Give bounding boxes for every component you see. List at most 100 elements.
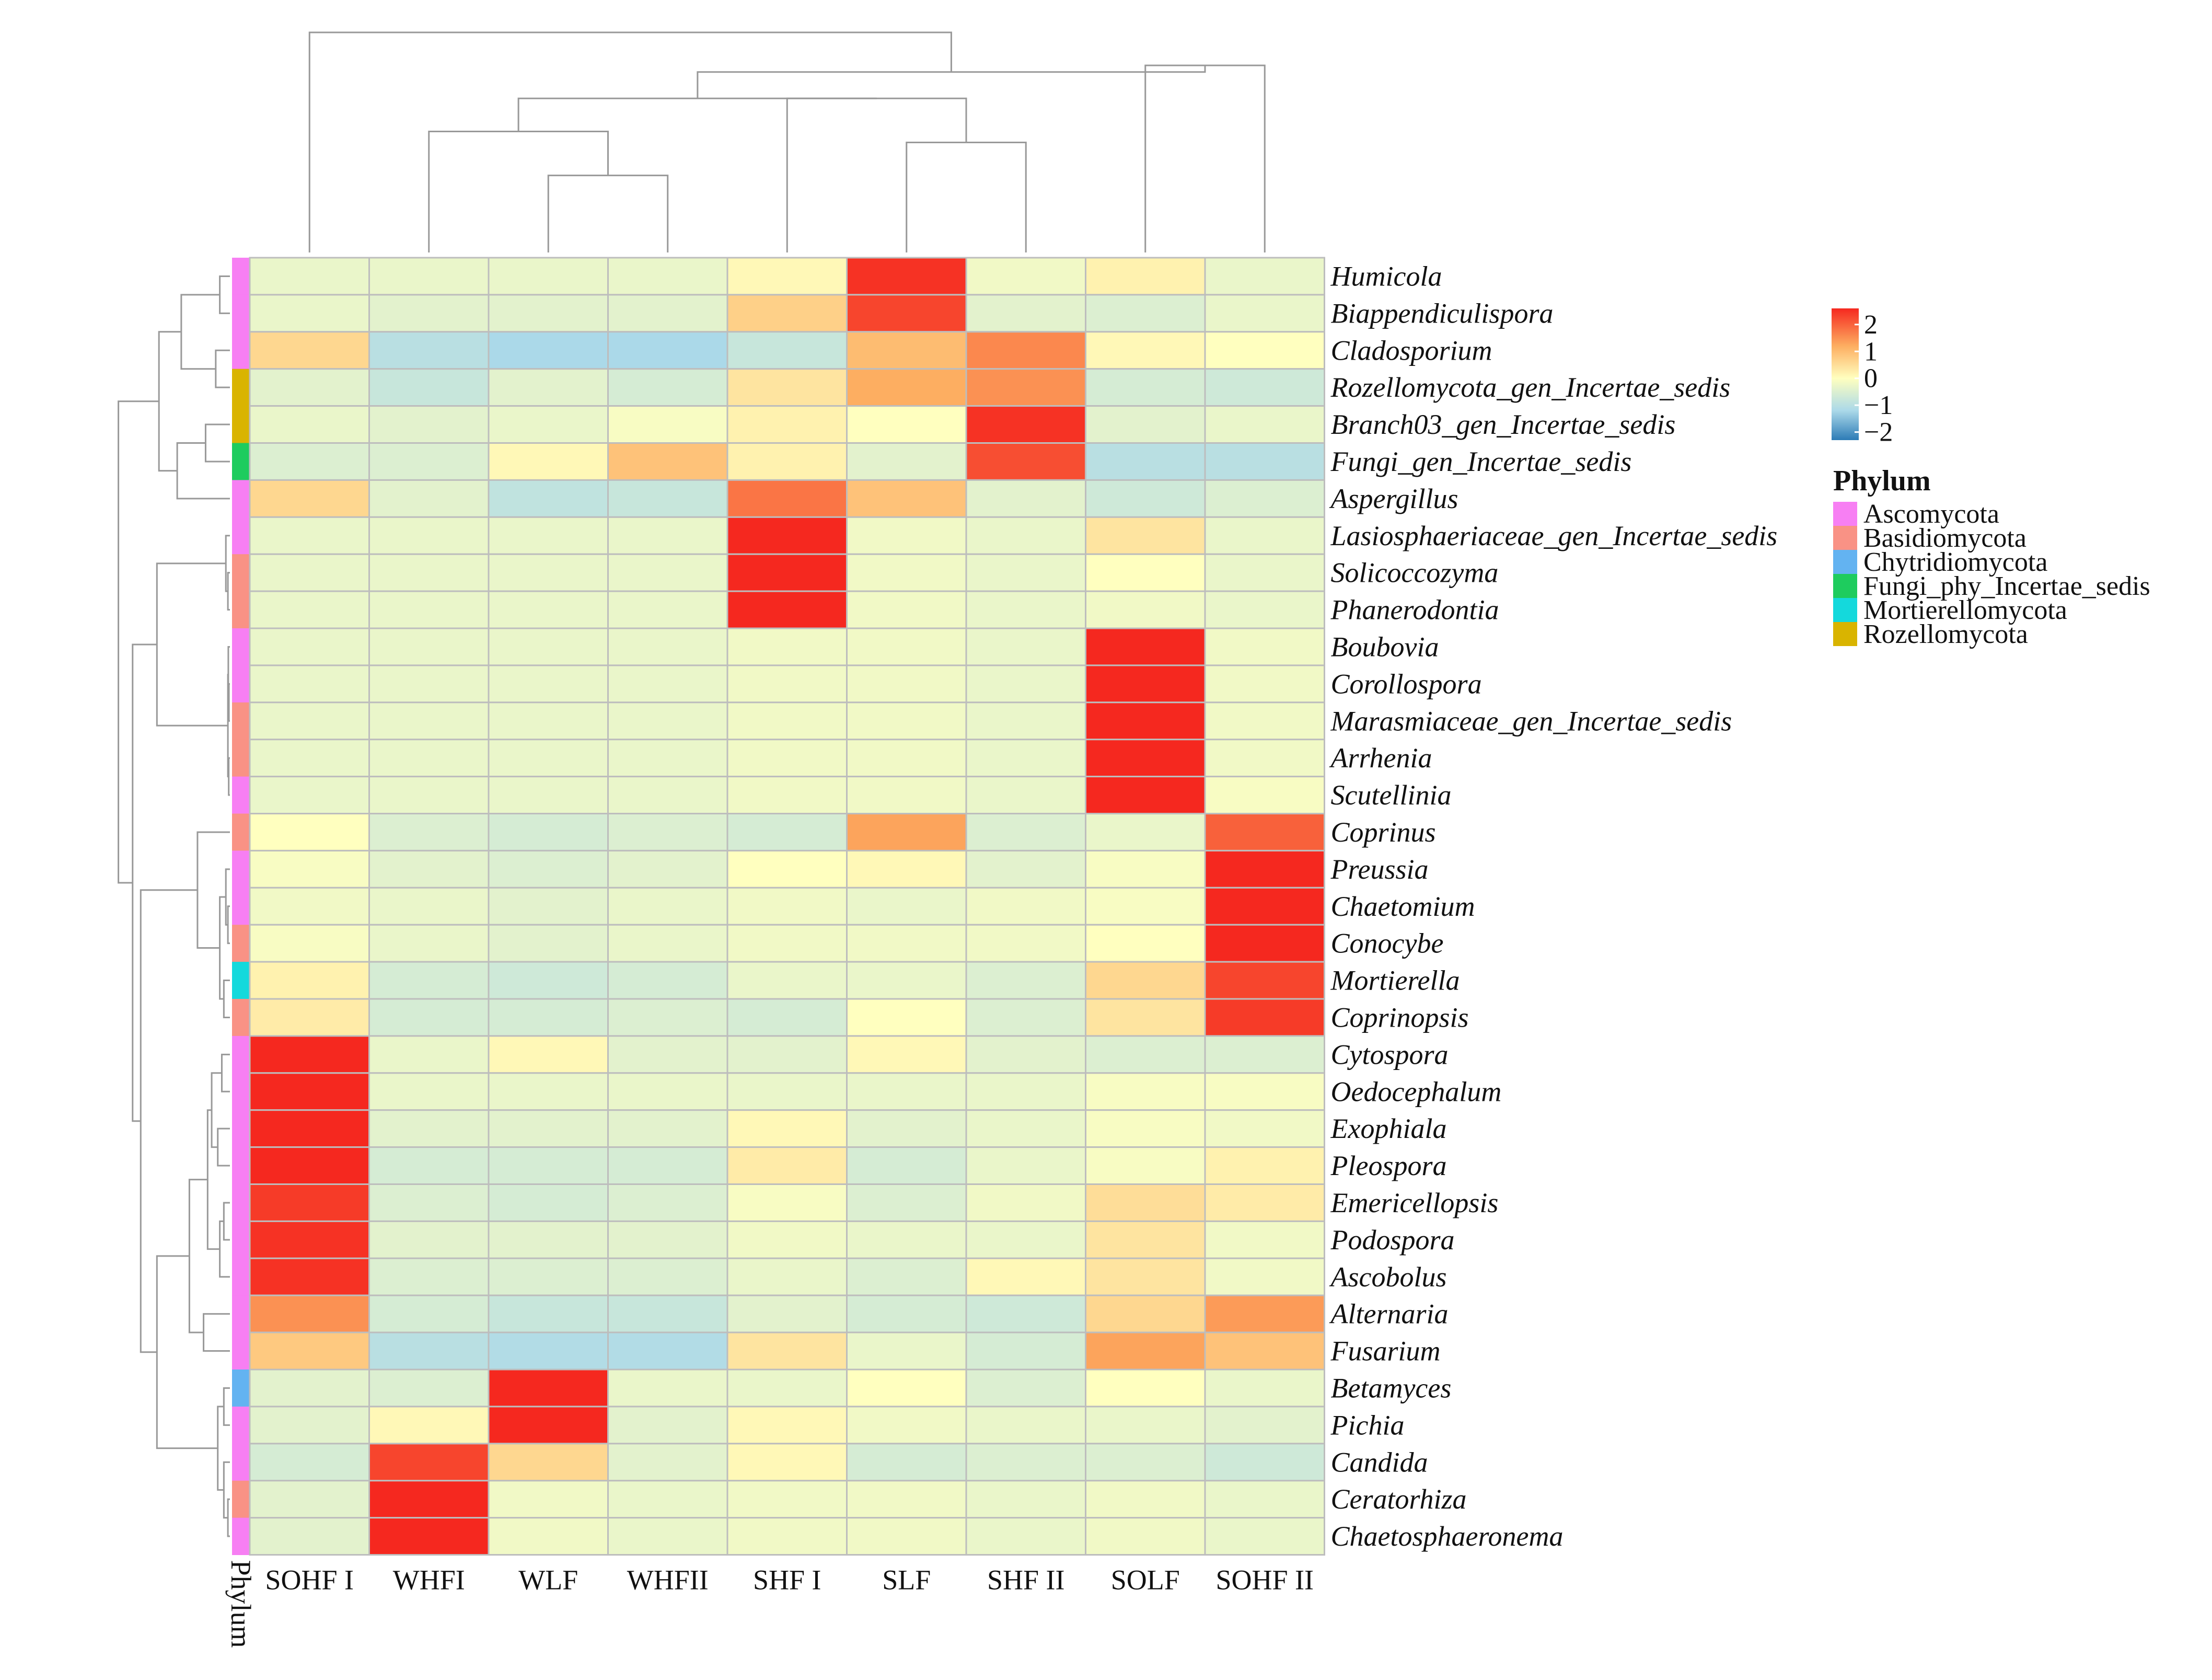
heatmap-cell (965, 887, 1086, 926)
heatmap-cell (1085, 961, 1206, 1000)
heatmap-cell (726, 553, 848, 592)
heatmap-cell (607, 368, 728, 407)
phylum-cell (232, 1406, 250, 1444)
row-dendrogram-link (227, 905, 230, 945)
legend-label: Ascomycota (1863, 499, 1999, 529)
heatmap-cell (965, 776, 1086, 814)
heatmap-cell (1085, 405, 1206, 444)
heatmap-cell (726, 405, 848, 444)
legend-title: Phylum (1833, 465, 1931, 497)
heatmap-cell (607, 924, 728, 963)
heatmap-cell (1204, 1072, 1325, 1111)
heatmap-cell (488, 701, 609, 741)
heatmap-cell (1204, 516, 1325, 555)
row-dendrogram (118, 275, 230, 1537)
heatmap-cell (249, 294, 370, 333)
heatmap-cell (726, 1443, 848, 1482)
row-label: Cladosporium (1331, 335, 1492, 366)
heatmap-cell (368, 479, 490, 518)
heatmap-cell (965, 442, 1086, 481)
row-label: Corollospora (1331, 668, 1482, 699)
heatmap-cell (488, 368, 609, 407)
heatmap-cell (846, 1331, 967, 1371)
heatmap-cell (846, 1035, 967, 1074)
heatmap-cell (846, 257, 967, 296)
heatmap-cell (368, 442, 490, 481)
row-dendrogram-link (211, 1072, 222, 1148)
heatmap-cell (846, 442, 967, 481)
color-scale-tick-label: 2 (1864, 310, 1878, 340)
row-label: Chaetosphaeronema (1331, 1521, 1564, 1552)
row-dendrogram-link (215, 349, 230, 388)
heatmap-cell (607, 479, 728, 518)
heatmap-cell (249, 1517, 370, 1556)
row-label: Arrhenia (1329, 742, 1432, 774)
heatmap-cell (368, 1183, 490, 1222)
phylum-cell (232, 925, 250, 962)
heatmap-cell (607, 961, 728, 1000)
heatmap-cell (1204, 739, 1325, 778)
heatmap-cell (726, 887, 848, 926)
heatmap-cell (607, 516, 728, 555)
heatmap-cell (726, 627, 848, 666)
row-dendrogram-link (219, 1220, 230, 1278)
heatmap-cell (607, 887, 728, 926)
heatmap-cell (965, 924, 1086, 963)
heatmap-cell (965, 553, 1086, 592)
heatmap-cell (249, 1035, 370, 1074)
heatmap-cell (488, 924, 609, 963)
heatmap-cell (1085, 368, 1206, 407)
heatmap-cell (488, 664, 609, 704)
heatmap-cell (726, 1072, 848, 1111)
heatmap-cell (965, 664, 1086, 704)
heatmap-cell (488, 627, 609, 666)
heatmap-cell (846, 998, 967, 1037)
heatmap-cell (368, 590, 490, 629)
heatmap-cell (846, 849, 967, 889)
column-label: SHF I (753, 1564, 821, 1596)
heatmap-cell (1204, 1294, 1325, 1333)
heatmap-cell (726, 1331, 848, 1371)
heatmap-cell (965, 998, 1086, 1037)
heatmap-cell (488, 294, 609, 333)
heatmap-cell (1204, 849, 1325, 889)
heatmap-cell (1085, 1368, 1206, 1408)
row-dendrogram-link (203, 1313, 230, 1352)
column-dendrogram-link (308, 31, 952, 252)
row-label: Ascobolus (1329, 1261, 1447, 1293)
heatmap-cell (607, 1072, 728, 1111)
column-dendrogram (308, 31, 1266, 252)
heatmap-cell (249, 664, 370, 704)
heatmap-cell (1204, 664, 1325, 704)
row-label: Betamyces (1331, 1372, 1452, 1403)
heatmap-cell (726, 849, 848, 889)
heatmap-cell (368, 1146, 490, 1186)
row-label: Pleospora (1330, 1150, 1447, 1181)
heatmap-cell (368, 1368, 490, 1408)
heatmap-cell (368, 961, 490, 1000)
heatmap-cell (368, 1220, 490, 1259)
heatmap-cell (965, 1109, 1086, 1148)
column-dendrogram-link (428, 130, 609, 252)
heatmap-cell (1085, 1035, 1206, 1074)
heatmap-cell (368, 553, 490, 592)
row-label: Marasmiaceae_gen_Incertae_sedis (1330, 705, 1732, 737)
column-dendrogram-link (517, 97, 877, 132)
heatmap-cell (1204, 442, 1325, 481)
row-label: Mortierella (1330, 965, 1460, 996)
row-dendrogram-link (204, 423, 230, 463)
heatmap-cell (607, 1146, 728, 1186)
column-dendrogram-link (547, 175, 669, 252)
heatmap-cell (607, 739, 728, 778)
heatmap-cell (607, 701, 728, 741)
heatmap-cell (607, 1517, 728, 1556)
heatmap-cell (368, 924, 490, 963)
heatmap-cell (1085, 664, 1206, 704)
row-label: Chaetomium (1331, 891, 1475, 922)
heatmap-cell (1085, 1480, 1206, 1519)
heatmap-cell (965, 1220, 1086, 1259)
heatmap-cell (488, 1443, 609, 1482)
heatmap-cell (249, 1294, 370, 1333)
heatmap-cell (488, 1220, 609, 1259)
heatmap-cell (368, 405, 490, 444)
